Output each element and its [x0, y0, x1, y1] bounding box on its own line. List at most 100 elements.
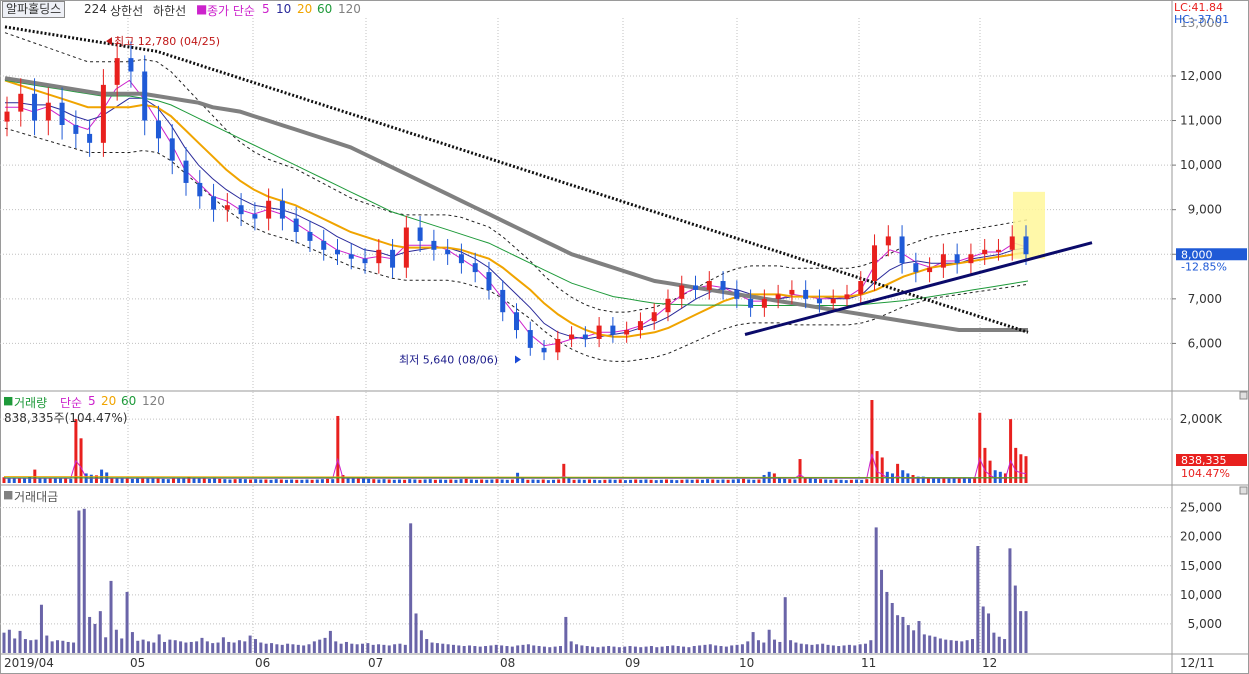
candle-body: [968, 254, 974, 264]
volume-bar: [593, 479, 597, 483]
amount-bar: [575, 644, 579, 653]
amount-bar: [682, 646, 686, 653]
volume-bar: [413, 479, 417, 483]
amount-bar: [1024, 611, 1028, 653]
candle-body: [458, 254, 464, 264]
volume-bar: [64, 478, 68, 483]
amount-bar: [195, 641, 199, 653]
volume-bar: [233, 479, 237, 483]
amount-bar: [639, 647, 643, 653]
candle-body: [706, 281, 712, 290]
amount-bar: [328, 630, 332, 653]
amount-bar: [361, 643, 365, 653]
volume-bar: [829, 479, 833, 483]
amount-bar: [318, 639, 322, 653]
amount-bar: [890, 602, 894, 653]
candle-body: [954, 254, 960, 264]
amount-bar: [120, 638, 124, 653]
volume-bar: [136, 478, 140, 483]
volume-bar: [69, 478, 73, 483]
amount-bar: [237, 640, 241, 653]
volume-bar: [295, 479, 299, 483]
amount-bar: [826, 644, 830, 653]
volume-bar: [901, 470, 905, 483]
candle-body: [100, 84, 106, 143]
amount-bar: [500, 645, 504, 653]
amount-bar: [896, 615, 900, 653]
volume-bar: [403, 479, 407, 483]
candle-body: [899, 236, 905, 264]
amount-bar: [789, 640, 793, 653]
volume-bar: [361, 478, 365, 483]
amount-title-icon[interactable]: ■: [3, 488, 14, 501]
amount-bar: [232, 642, 236, 653]
amount-bar: [93, 623, 97, 653]
volume-bar: [844, 480, 848, 483]
volume-bar: [742, 478, 746, 483]
amount-bar: [1008, 548, 1012, 653]
volume-title-icon[interactable]: ■: [3, 394, 14, 407]
candle-body: [238, 205, 244, 215]
current-price-badge: [1176, 248, 1247, 261]
low-annotation: 최저 5,640 (08/06): [399, 353, 498, 366]
volume-bar: [485, 479, 489, 483]
amount-bar: [280, 644, 284, 653]
amount-bar: [874, 527, 878, 653]
volume-ma-120: 120: [142, 394, 165, 408]
x-tick-label-right: 12/11: [1180, 656, 1215, 670]
volume-bar: [207, 478, 211, 483]
volume-bar: [171, 478, 175, 483]
settings-square-icon[interactable]: ■: [196, 2, 208, 16]
amount-bar: [2, 632, 6, 653]
volume-bar: [937, 477, 941, 483]
candle-body: [307, 231, 313, 241]
volume-bar: [480, 479, 484, 483]
volume-bar: [141, 478, 145, 483]
volume-bar: [125, 478, 129, 483]
price-y-tick-label-partial: 13,000: [1180, 16, 1222, 30]
volume-bar: [387, 479, 391, 483]
volume-bar: [423, 479, 427, 483]
volume-bar: [690, 479, 694, 483]
amount-bar: [676, 646, 680, 653]
amount-bar: [61, 640, 65, 653]
candle-body: [872, 245, 878, 282]
volume-bar: [695, 479, 699, 483]
amount-bar: [430, 642, 434, 653]
stock-name[interactable]: 알파홀딩스: [6, 2, 62, 16]
candle-body: [293, 218, 299, 232]
volume-bar: [38, 477, 42, 483]
amount-bar: [601, 646, 605, 653]
amount-bar: [291, 644, 295, 653]
volume-bar: [495, 479, 499, 483]
candle-body: [183, 160, 189, 183]
amount-bar: [997, 636, 1001, 653]
amount-bar: [457, 645, 461, 653]
candle-body: [803, 289, 809, 299]
ma-title: 종가 단순: [207, 4, 255, 18]
volume-bar: [408, 479, 412, 483]
volume-bar: [618, 479, 622, 483]
volume-bar: [156, 478, 160, 483]
volume-bar: [341, 475, 345, 483]
amount-bar: [548, 647, 552, 653]
stock-name-box[interactable]: 알파홀딩스: [2, 1, 66, 18]
volume-ma-20: 20: [101, 394, 117, 408]
amount-bar: [494, 644, 498, 653]
volume-bar: [17, 478, 21, 483]
upper-limit-label: 상한선: [110, 4, 144, 18]
amount-bar: [912, 630, 916, 653]
volume-bar: [541, 479, 545, 483]
volume-ma-title: 단순: [60, 396, 83, 410]
amount-bar: [863, 643, 867, 653]
volume-bar: [474, 479, 478, 483]
amount-bar: [136, 640, 140, 653]
low-arrow-icon: [515, 355, 521, 364]
volume-bar: [567, 478, 571, 483]
amount-bar: [200, 637, 204, 653]
amount-bar: [339, 643, 343, 653]
volume-current-badge: [1176, 454, 1247, 466]
volume-bar: [577, 479, 581, 483]
volume-bar: [120, 478, 124, 483]
volume-bar: [249, 479, 253, 483]
